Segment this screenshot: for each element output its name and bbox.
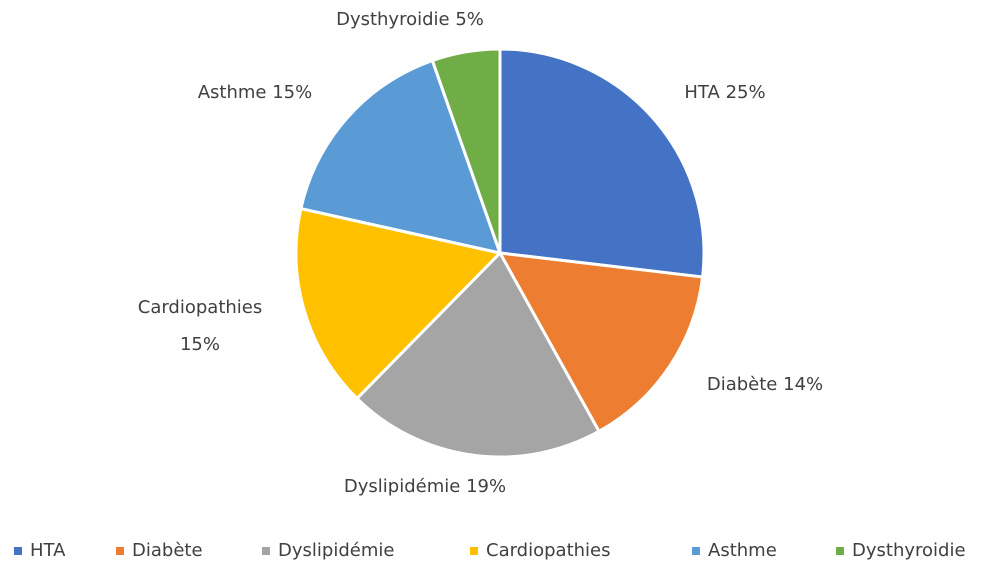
- data-label: Dyslipidémie 19%: [344, 476, 506, 497]
- data-label-value: 25%: [726, 82, 766, 103]
- data-label-category: Cardiopathies: [138, 297, 263, 318]
- data-label: Dysthyroidie 5%: [336, 9, 484, 30]
- data-label-value: 15%: [180, 334, 220, 355]
- data-label: Cardiopathies 15%: [138, 297, 263, 355]
- legend-label: Cardiopathies: [486, 540, 611, 561]
- data-label-value: 19%: [466, 476, 506, 497]
- legend-label: Diabète: [132, 540, 203, 561]
- legend-swatch: [262, 547, 270, 555]
- data-label: Asthme 15%: [198, 82, 313, 103]
- legend-swatch: [836, 547, 844, 555]
- legend-label: Dyslipidémie: [278, 540, 394, 561]
- data-label: Diabète 14%: [707, 374, 823, 395]
- data-label-category: Asthme: [198, 82, 267, 103]
- data-label-value: 5%: [455, 9, 484, 30]
- legend-swatch: [470, 547, 478, 555]
- pie-slice: [497, 251, 705, 434]
- pie-slice: [430, 47, 502, 254]
- data-label-category: Dysthyroidie: [336, 9, 450, 30]
- legend-swatch: [116, 547, 124, 555]
- pie-slice: [299, 58, 503, 256]
- legend-label: Dysthyroidie: [852, 540, 966, 561]
- legend-label: Asthme: [708, 540, 777, 561]
- legend-swatch: [14, 547, 22, 555]
- data-label-value: 14%: [783, 374, 823, 395]
- data-label-value: 15%: [272, 82, 312, 103]
- legend-swatch: [692, 547, 700, 555]
- data-label-category: Diabète: [707, 374, 778, 395]
- pie-slice: [498, 47, 706, 279]
- data-label: HTA 25%: [684, 82, 765, 103]
- pie-slice: [354, 250, 602, 459]
- pie-slice: [294, 206, 503, 401]
- data-label-category: HTA: [684, 82, 720, 103]
- data-label-category: Dyslipidémie: [344, 476, 460, 497]
- legend-label: HTA: [30, 540, 66, 561]
